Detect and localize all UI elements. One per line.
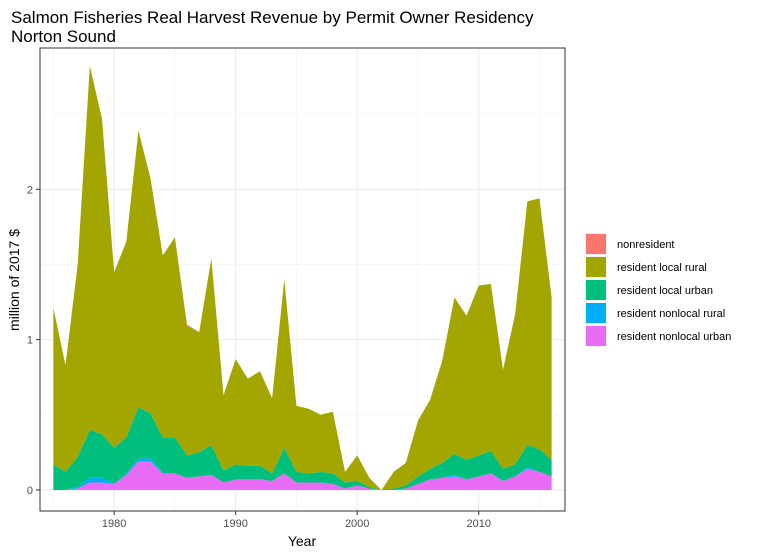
- legend-label-resident-local-rural: resident local rural: [617, 262, 707, 274]
- y-tick-label: 0: [27, 485, 33, 497]
- area-resident-local-urban: [53, 407, 552, 490]
- legend-swatch-nonresident: [586, 234, 606, 254]
- legend-label-resident-nonlocal-urban: resident nonlocal urban: [617, 331, 731, 343]
- legend: nonresident resident local rural resident …: [585, 233, 731, 347]
- legend-swatch-resident-local-urban: [586, 280, 606, 300]
- panel-border: [39, 47, 566, 512]
- chart-subtitle: Norton Sound: [11, 27, 116, 46]
- y-tick-label: 2: [27, 184, 33, 196]
- axis-ticks: 1980 1990 2000 2010 0 1 2: [27, 184, 491, 530]
- area-resident-nonlocal-urban: [53, 461, 552, 490]
- x-tick-label: 1990: [223, 518, 247, 530]
- x-tick-label: 1980: [102, 518, 126, 530]
- x-tick-label: 2000: [345, 518, 369, 530]
- legend-label-nonresident: nonresident: [617, 239, 675, 251]
- x-tick-label: 2010: [466, 518, 490, 530]
- y-tick-label: 1: [27, 335, 33, 347]
- x-axis-title: Year: [288, 533, 317, 549]
- legend-label-resident-local-urban: resident local urban: [617, 285, 713, 297]
- y-axis-title: million of 2017 $: [6, 229, 22, 331]
- legend-swatch-resident-nonlocal-urban: [586, 326, 606, 346]
- area-layer: [53, 66, 552, 490]
- area-resident-local-rural: [53, 66, 552, 490]
- legend-label-resident-nonlocal-rural: resident nonlocal rural: [617, 308, 725, 320]
- legend-swatch-resident-local-rural: [586, 257, 606, 277]
- chart-title: Salmon Fisheries Real Harvest Revenue by…: [11, 8, 534, 27]
- legend-swatch-resident-nonlocal-rural: [586, 303, 606, 323]
